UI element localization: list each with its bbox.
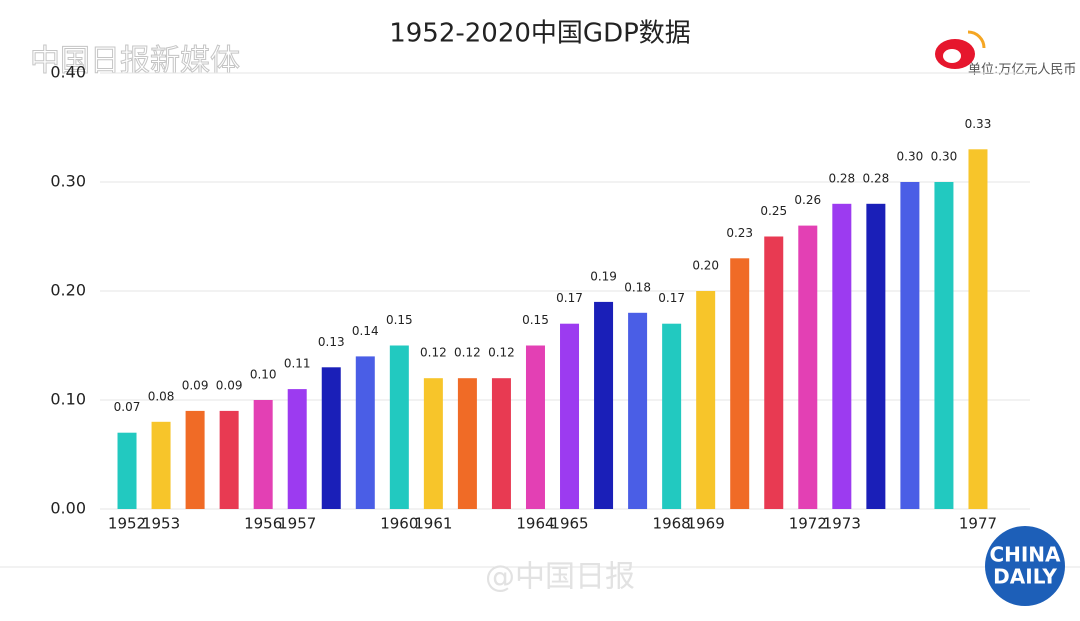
data-label: 0.12	[420, 346, 447, 360]
bar	[866, 203, 886, 510]
bar	[968, 149, 988, 510]
x-tick-label: 1968	[653, 515, 691, 533]
data-label: 0.18	[624, 280, 651, 294]
bar	[900, 182, 920, 509]
watermark-handle: @中国日报	[485, 560, 635, 595]
bar	[389, 345, 409, 509]
data-label: 0.09	[216, 378, 243, 392]
y-tick-label: 0.30	[50, 172, 86, 191]
bar	[764, 236, 784, 509]
x-tick-label: 1972	[789, 515, 827, 533]
data-label: 0.17	[556, 291, 583, 305]
y-tick-label: 0.00	[50, 499, 86, 518]
x-tick-label: 1961	[414, 515, 452, 533]
bar	[287, 389, 307, 509]
bar	[355, 356, 375, 509]
data-label: 0.19	[590, 269, 617, 283]
y-tick-label: 0.40	[50, 63, 86, 82]
logo-text: CHINA	[989, 543, 1061, 567]
data-label: 0.28	[863, 171, 890, 185]
x-tick-label: 1952	[108, 515, 146, 533]
data-label: 0.33	[965, 117, 992, 131]
data-label: 0.08	[148, 389, 175, 403]
bar	[423, 378, 443, 509]
bar	[253, 400, 273, 509]
x-tick-label: 1960	[380, 515, 418, 533]
data-label: 0.30	[931, 150, 958, 164]
data-label: 0.12	[454, 346, 481, 360]
y-tick-label: 0.10	[50, 390, 86, 409]
x-tick-label: 1969	[687, 515, 725, 533]
x-tick-label: 1965	[550, 515, 588, 533]
x-tick-label: 1977	[959, 515, 997, 533]
bar	[219, 410, 239, 509]
data-label: 0.17	[658, 291, 685, 305]
x-tick-label: 1957	[278, 515, 316, 533]
bar	[457, 378, 477, 509]
weibo-logo	[935, 30, 986, 69]
bar	[832, 203, 852, 510]
data-label: 0.10	[250, 368, 277, 382]
bar	[594, 301, 614, 509]
bar	[730, 258, 750, 509]
data-label: 0.13	[318, 335, 345, 349]
data-label: 0.07	[114, 400, 141, 414]
bar	[628, 312, 648, 509]
unit-note: 单位:万亿元人民币	[968, 63, 1076, 78]
china-daily-logo: CHINA DAILY	[985, 526, 1065, 606]
data-label: 0.30	[897, 150, 924, 164]
bar	[117, 432, 137, 509]
data-label: 0.11	[284, 357, 311, 371]
data-label: 0.14	[352, 324, 379, 338]
data-label: 0.15	[386, 313, 413, 327]
bar	[798, 225, 818, 509]
data-label: 0.12	[488, 346, 515, 360]
data-label: 0.26	[794, 193, 821, 207]
logo-text: DAILY	[993, 565, 1057, 589]
bar	[151, 421, 171, 509]
y-tick-label: 0.20	[50, 281, 86, 300]
bar	[185, 410, 205, 509]
x-tick-label: 1973	[823, 515, 861, 533]
bar	[934, 182, 954, 509]
x-tick-label: 1953	[142, 515, 180, 533]
data-label: 0.25	[760, 204, 787, 218]
bar	[491, 378, 511, 509]
x-tick-label: 1964	[516, 515, 554, 533]
bar	[696, 291, 716, 509]
bar	[560, 323, 580, 509]
data-label: 0.28	[828, 171, 855, 185]
bar	[321, 367, 341, 509]
bar	[662, 323, 682, 509]
chart-title: 1952-2020中国GDP数据	[389, 19, 691, 49]
data-label: 0.23	[726, 226, 753, 240]
data-label: 0.15	[522, 313, 549, 327]
data-label: 0.20	[692, 259, 719, 273]
bar	[525, 345, 545, 509]
data-label: 0.09	[182, 378, 209, 392]
x-tick-label: 1956	[244, 515, 282, 533]
